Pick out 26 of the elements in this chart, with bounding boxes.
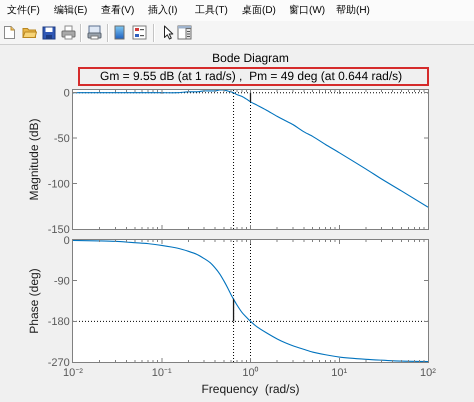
chart-subtitle: Gm = 9.55 dB (at 1 rad/s) , Pm = 49 deg (at 0.644 rad/s) xyxy=(100,69,402,83)
y-tick-label: -270 xyxy=(48,356,70,369)
text: 插入(I) xyxy=(148,5,178,17)
text: 编辑(E) xyxy=(54,5,88,17)
x-tick-label: 10¹ xyxy=(331,367,348,380)
y-tick-label: -50 xyxy=(54,133,70,145)
y-tick-label: 0 xyxy=(64,88,70,100)
y-axis-title: Magnitude (dB) xyxy=(27,118,42,201)
y-tick-label: -100 xyxy=(48,178,70,190)
y-tick-label: -180 xyxy=(48,316,70,328)
text: 查看(V) xyxy=(101,5,134,17)
text: 桌面(D) xyxy=(242,5,276,17)
x-tick-label: 10⁰ xyxy=(242,366,259,380)
x-tick-label: 10² xyxy=(420,367,436,380)
y-tick-label: 0 xyxy=(64,234,70,247)
x-tick-label: 10⁻¹ xyxy=(152,367,172,380)
chart-title: Bode Diagram xyxy=(212,51,289,66)
y-tick-label: -90 xyxy=(54,276,70,288)
x-tick-label: 10⁻² xyxy=(63,367,84,380)
y-axis-title: Phase (deg) xyxy=(27,268,42,334)
y-tick-label: -150 xyxy=(48,224,70,236)
text: 文件(F) xyxy=(7,5,40,17)
text: 工具(T) xyxy=(195,5,228,17)
text: 窗口(W) xyxy=(289,5,326,17)
text: 帮助(H) xyxy=(336,5,370,17)
x-axis-title: Frequency (rad/s) xyxy=(201,382,300,396)
